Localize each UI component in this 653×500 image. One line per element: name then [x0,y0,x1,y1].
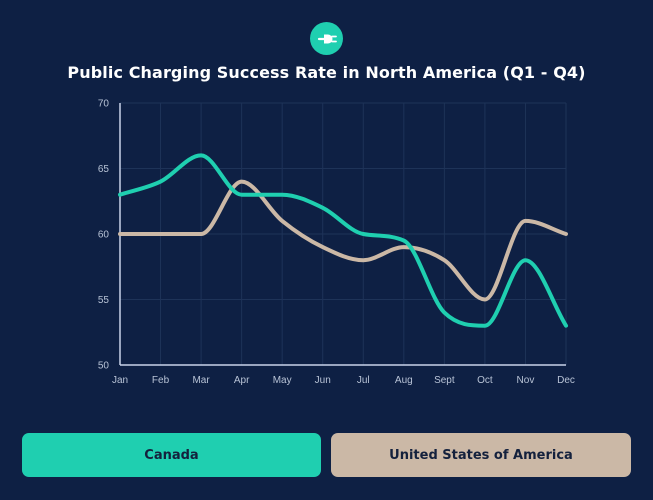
chart-title: Public Charging Success Rate in North Am… [67,63,586,82]
x-tick-label: May [273,375,292,386]
series-line-usa [118,179,568,302]
legend-usa-button[interactable]: United States of America [331,433,631,477]
x-tick-label: Feb [152,375,170,386]
legend-canada-button[interactable]: Canada [22,433,321,477]
x-tick-label: Aug [395,375,413,386]
legend-canada-label: Canada [144,447,199,463]
x-tick-label: Dec [557,375,575,386]
y-tick-label: 60 [98,230,110,241]
y-tick-label: 50 [98,361,110,372]
x-tick-label: Oct [477,375,493,386]
x-tick-label: Apr [234,375,250,386]
legend-usa-label: United States of America [389,447,573,463]
x-tick-label: Sept [434,375,455,386]
x-tick-label: Jan [112,375,128,386]
y-tick-label: 55 [98,295,110,306]
series-line-canada [118,153,568,328]
line-chart: 50 55 60 65 70 Jan Feb Mar Apr May Jun Jul Aug Sept Oc… [98,99,575,387]
series-lines [118,153,568,328]
x-tick-label: Jul [357,375,370,386]
x-tick-label: Mar [192,375,210,386]
ev-plug-icon [310,22,343,55]
tick-labels: 50 55 60 65 70 Jan Feb Mar Apr May Jun Jul Aug Sept Oc… [98,99,575,387]
x-tick-label: Nov [517,375,535,386]
y-tick-label: 70 [98,99,110,110]
y-tick-label: 65 [98,164,110,175]
x-tick-label: Jun [315,375,331,386]
